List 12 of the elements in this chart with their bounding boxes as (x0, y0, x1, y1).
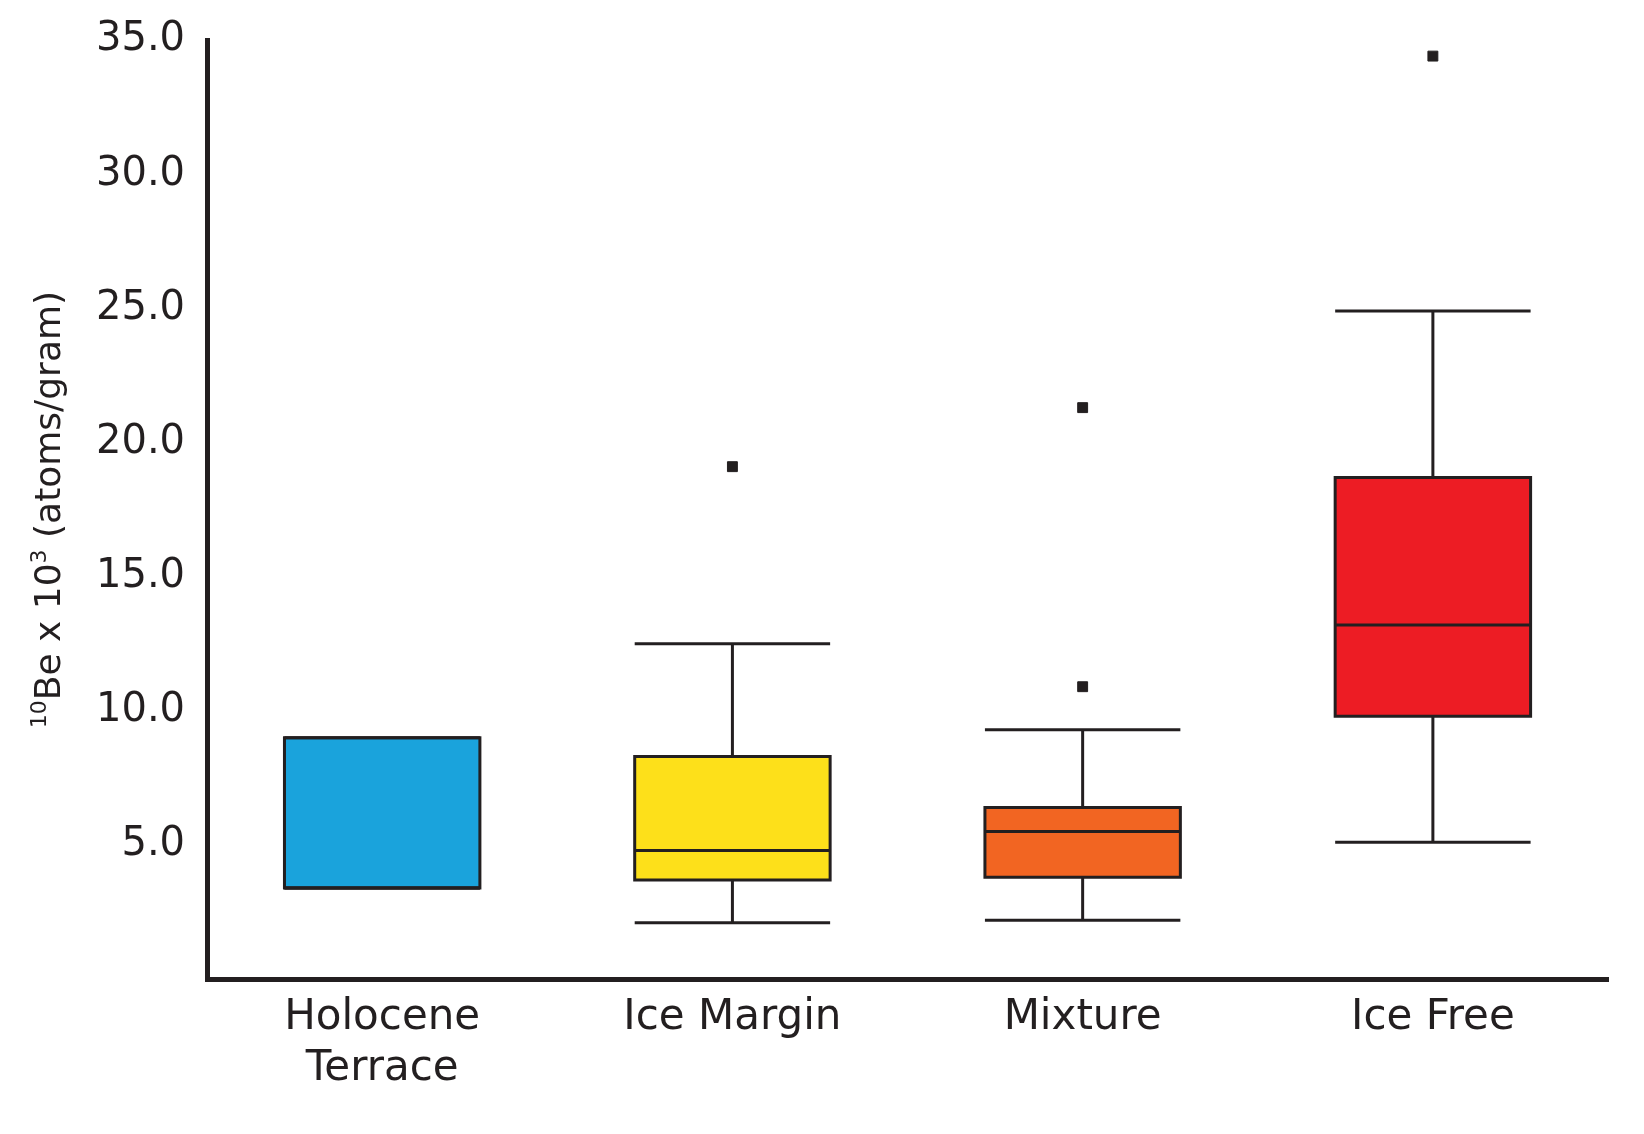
y-tick-label: 20.0 (96, 415, 186, 462)
x-tick-label: Mixture (1003, 990, 1162, 1040)
y-tick-label: 15.0 (96, 550, 186, 597)
x-tick-label: Ice Margin (623, 990, 842, 1040)
y-axis-title: 10Be x 103 (atoms/gram) (26, 290, 68, 729)
y-tick-label: 5.0 (121, 818, 186, 865)
y-tick-label: 35.0 (96, 13, 186, 60)
y-tick-label: 30.0 (96, 147, 186, 194)
y-tick-label: 25.0 (96, 281, 186, 328)
x-tick-label: Holocene Terrace (284, 990, 481, 1090)
y-tick-label: 10.0 (96, 684, 186, 731)
x-tick-label: Ice Free (1350, 990, 1515, 1040)
